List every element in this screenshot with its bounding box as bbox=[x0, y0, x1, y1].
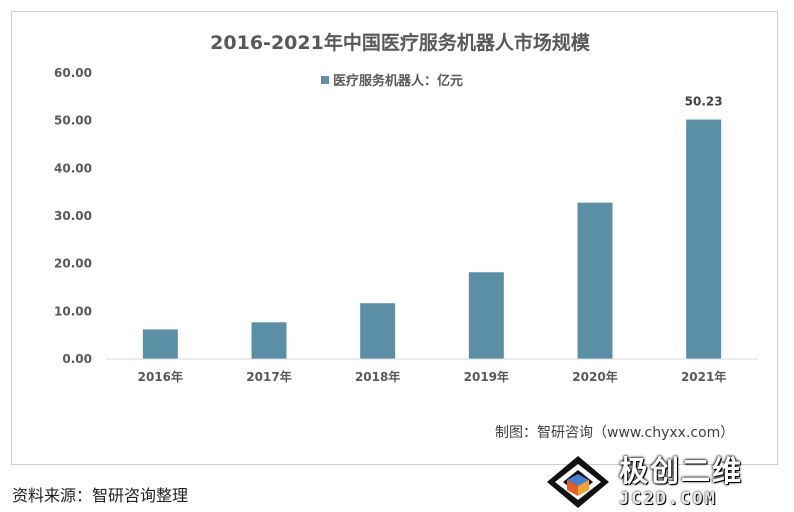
bar bbox=[686, 119, 722, 359]
x-tick-label: 2019年 bbox=[464, 369, 509, 384]
x-tick-label: 2017年 bbox=[246, 369, 291, 384]
chart-title: 2016-2021年中国医疗服务机器人市场规模 bbox=[210, 31, 591, 54]
y-tick-label: 30.00 bbox=[54, 209, 92, 223]
y-tick-label: 50.00 bbox=[54, 114, 92, 128]
x-tick-label: 2016年 bbox=[138, 369, 183, 384]
watermark-en: JC2D.COM bbox=[619, 488, 717, 509]
y-tick-label: 20.00 bbox=[54, 257, 92, 271]
chart-frame: 2016-2021年中国医疗服务机器人市场规模 医疗服务机器人：亿元 0.00 1… bbox=[11, 11, 778, 465]
y-tick-label: 10.00 bbox=[54, 304, 92, 318]
legend: 医疗服务机器人：亿元 bbox=[321, 73, 463, 89]
jc2d-logo-icon bbox=[547, 456, 609, 508]
y-tick-label: 40.00 bbox=[54, 161, 92, 175]
legend-swatch bbox=[321, 76, 329, 84]
bar bbox=[142, 329, 178, 359]
x-axis: 2016年 2017年 2018年 2019年 2020年 2021年 bbox=[138, 369, 727, 384]
bar bbox=[468, 272, 504, 359]
chart-credit: 制图：智研咨询（www.chyxx.com） bbox=[495, 425, 734, 441]
legend-label: 医疗服务机器人：亿元 bbox=[333, 73, 463, 89]
y-axis: 0.00 10.00 20.00 30.00 40.00 50.00 60.00 bbox=[54, 66, 92, 366]
bar-chart: 2016-2021年中国医疗服务机器人市场规模 医疗服务机器人：亿元 0.00 1… bbox=[54, 31, 758, 441]
bar bbox=[577, 202, 613, 359]
data-label: 50.23 bbox=[685, 95, 723, 109]
watermark-cn: 极创二维 bbox=[619, 453, 744, 488]
y-tick-label: 60.00 bbox=[54, 66, 92, 80]
data-labels: 50.23 bbox=[685, 95, 723, 109]
x-tick-label: 2021年 bbox=[681, 369, 726, 384]
x-tick-label: 2018年 bbox=[355, 369, 400, 384]
y-tick-label: 0.00 bbox=[62, 352, 92, 366]
watermark-logo: 极创二维 JC2D.COM bbox=[545, 452, 785, 512]
bars bbox=[142, 119, 722, 359]
bar bbox=[251, 322, 287, 359]
bar bbox=[360, 303, 396, 359]
source-note: 资料来源：智研咨询整理 bbox=[12, 486, 189, 505]
x-tick-label: 2020年 bbox=[572, 369, 617, 384]
